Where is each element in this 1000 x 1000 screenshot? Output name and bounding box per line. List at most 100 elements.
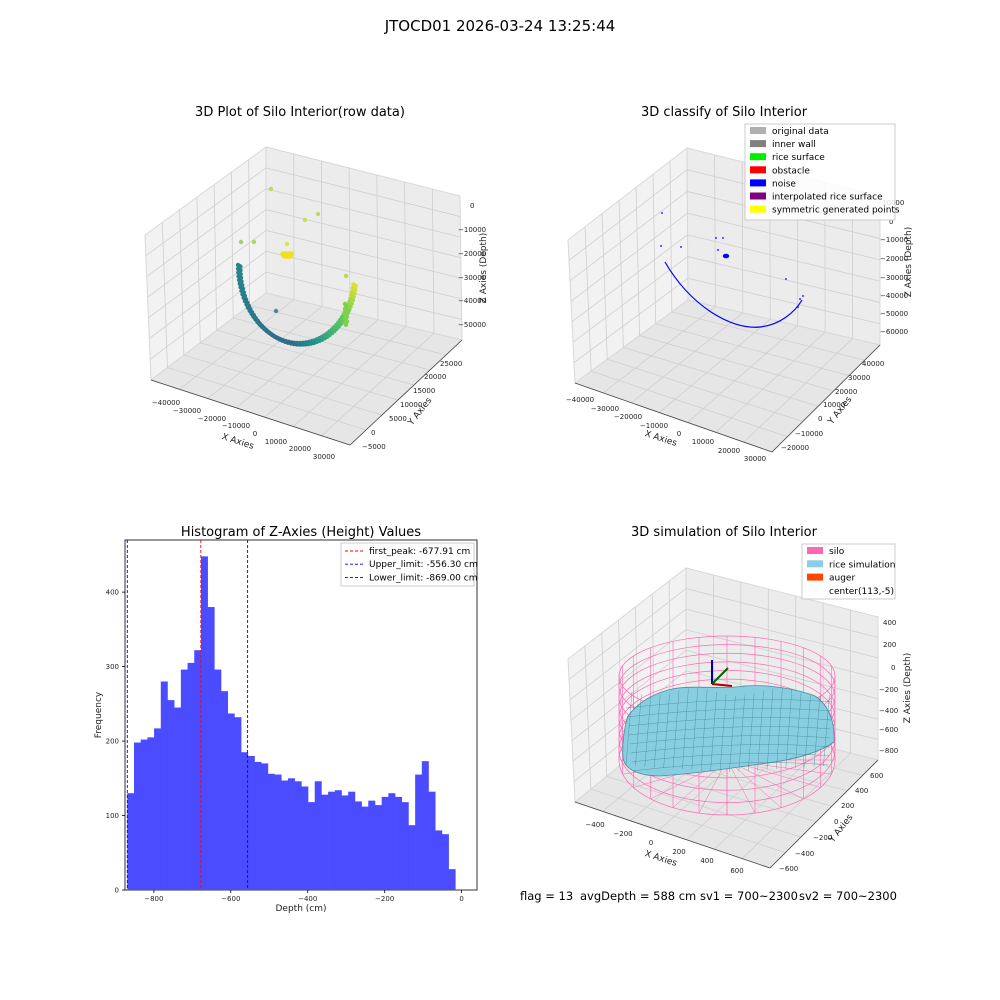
p2-xtick-2: −20000: [614, 413, 642, 421]
rice-mesh-line: [729, 695, 736, 773]
panel4-zlabel: Z Axies (Depth): [903, 653, 913, 724]
p4-ztick-3: −200: [879, 686, 898, 694]
grid-line: [404, 181, 407, 327]
noise-point: [785, 278, 787, 280]
histogram-bar: [328, 791, 336, 890]
grid-line: [669, 161, 673, 312]
p2-xtick-6: 20000: [718, 447, 740, 455]
panel3-title: Histogram of Z-Axies (Height) Values: [181, 525, 421, 540]
grid-line: [213, 184, 218, 331]
p2-xtick-3: −10000: [640, 422, 668, 430]
y-tick-label: 400: [106, 589, 119, 597]
grid-line: [572, 256, 688, 343]
grid-line: [179, 209, 185, 356]
grid-line: [231, 172, 234, 318]
y-tick-label: 0: [115, 887, 119, 895]
grid-line: [265, 230, 462, 279]
grid-line: [233, 317, 431, 371]
grid-line: [623, 347, 819, 407]
histogram-bar: [140, 739, 148, 890]
grid-line: [671, 311, 865, 361]
rice-mesh-line: [804, 694, 811, 768]
legend-label-2: auger: [829, 574, 855, 584]
grid-line: [659, 318, 771, 413]
grid-line: [655, 323, 850, 376]
rice-mesh-line: [757, 690, 764, 771]
histogram-bar: [428, 791, 436, 890]
histogram-legend: first_peak: -677.91 cm Upper_limit: -556.…: [340, 542, 478, 587]
grid-line: [179, 299, 295, 390]
rice-simulation-surface: [622, 685, 835, 777]
histogram-bar: [174, 707, 182, 890]
grid-line: [602, 306, 716, 394]
histogram-bar: [321, 794, 329, 890]
footer-flag: flag = 13: [520, 889, 573, 903]
p2-ztick-2: −10000: [880, 236, 908, 244]
rice-mesh-line: [701, 689, 708, 771]
legend-swatch-1: [807, 560, 823, 568]
histogram-bar: [167, 700, 175, 890]
histogram-bar: [200, 556, 208, 890]
p2-ztick-7: −60000: [880, 328, 908, 336]
histogram-bar: [334, 790, 342, 890]
grid-line: [606, 775, 801, 838]
legend-label-3: obstacle: [772, 166, 810, 176]
panel2-x-tick-labels: −40000 −30000 −20000 −10000 0 10000 2000…: [566, 396, 766, 463]
histogram-bar: [187, 662, 195, 890]
grid-line: [265, 167, 461, 217]
noise-point: [680, 246, 682, 248]
p2-xtick-5: 10000: [692, 438, 714, 446]
grid-line: [376, 174, 379, 320]
p1-xtick-1: −30000: [173, 407, 201, 415]
panel2-y-axis-line: [771, 344, 881, 453]
grid-line: [207, 306, 323, 399]
histogram-bar: [361, 806, 369, 890]
p1-ytick-5: 20000: [424, 373, 446, 381]
p4-xtick-3: 200: [672, 848, 685, 856]
scan-point: [251, 239, 257, 245]
scan-point: [238, 239, 244, 245]
rice-mesh-line: [644, 695, 651, 767]
grid-line: [248, 159, 250, 306]
noise-point: [797, 306, 799, 308]
panel2-legend: original data inner wall rice surface obsta…: [744, 123, 900, 221]
grid-line: [321, 332, 435, 437]
p4-ytick-0: −600: [779, 865, 798, 873]
scan-point: [284, 241, 290, 247]
grid-line: [573, 277, 689, 363]
grid-line: [687, 277, 881, 325]
histogram-bar: [207, 607, 215, 890]
p2-ztick-4: −30000: [880, 274, 908, 282]
legend-label-3: center(113,-5): [829, 587, 894, 597]
histogram-bar: [234, 717, 242, 890]
grid-line: [145, 167, 267, 257]
panel2-y-tick-labels: −20000 −10000 0 10000 20000 30000 40000: [781, 360, 884, 452]
p4-ytick-3: 0: [834, 818, 838, 826]
rice-mesh-line: [663, 693, 670, 768]
histogram-bar: [441, 834, 449, 890]
grid-line: [591, 370, 788, 438]
panel1-point-cloud: [235, 186, 358, 347]
grid-line: [618, 200, 624, 348]
histogram-bar: [381, 796, 389, 890]
panel4-ylabel: Y Axies: [827, 813, 856, 846]
auger-axes-marker: [711, 660, 733, 687]
grid-line: [149, 271, 267, 360]
panel4-y-axis-line: [769, 759, 879, 869]
p1-xtick-6: 20000: [289, 445, 311, 453]
grid-line: [685, 588, 879, 638]
panel4-x-tick-labels: −400 −200 0 200 400 600: [585, 821, 743, 875]
legend-label-1: inner wall: [772, 140, 816, 150]
histogram-bars: [127, 556, 456, 890]
panel1-z-tick-labels: 0 −10000 −20000 −30000 −40000 −50000: [458, 202, 486, 329]
panel2-xlabel: X Axies: [643, 429, 678, 449]
p1-xtick-7: 30000: [313, 453, 335, 461]
p1-ytick-2: 5000: [389, 415, 407, 423]
legend-label-2: rice surface: [772, 153, 825, 163]
p2-ytick-6: 40000: [862, 360, 884, 368]
panel1-axes-box: [144, 146, 464, 446]
x-tick-label: 0: [459, 895, 463, 903]
grid-line: [569, 191, 688, 282]
p1-xtick-4: 0: [253, 430, 257, 438]
panel4-title: 3D simulation of Silo Interior: [631, 525, 818, 540]
